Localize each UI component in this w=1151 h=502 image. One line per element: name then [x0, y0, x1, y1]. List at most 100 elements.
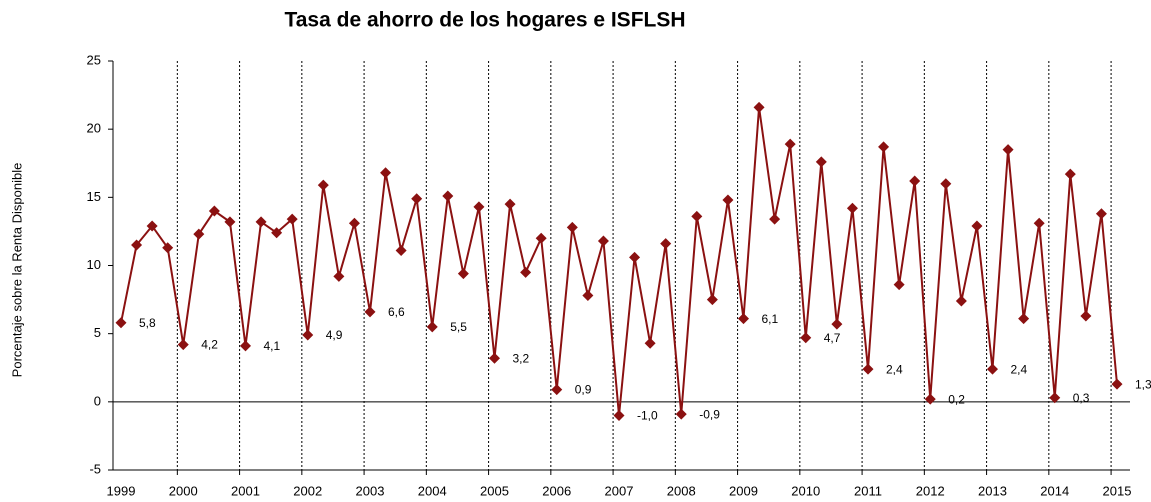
x-tick-label: 2000 [169, 483, 198, 498]
point-marker [1095, 208, 1107, 220]
x-tick-label: 2015 [1103, 483, 1132, 498]
point-marker [753, 101, 765, 113]
y-tick-label: -5 [89, 461, 101, 476]
value-label: 4,1 [264, 339, 281, 353]
point-marker [597, 235, 609, 247]
value-label: -1,0 [637, 409, 658, 423]
value-label: 5,5 [450, 320, 467, 334]
point-marker [846, 202, 858, 214]
point-marker [442, 190, 454, 202]
value-label: 2,4 [886, 362, 903, 376]
point-marker [644, 337, 656, 349]
y-tick-label: 15 [87, 189, 101, 204]
point-marker [255, 216, 267, 228]
x-tick-label: 2012 [916, 483, 945, 498]
y-tick-label: 20 [87, 121, 101, 136]
point-marker [224, 216, 236, 228]
point-marker [660, 238, 672, 250]
point-marker [831, 318, 843, 330]
y-tick-label: 25 [87, 52, 101, 67]
point-marker [1033, 217, 1045, 229]
point-marker [411, 193, 423, 205]
value-label: 0,3 [1073, 391, 1090, 405]
point-marker [924, 393, 936, 405]
point-marker [893, 279, 905, 291]
point-marker [566, 221, 578, 233]
y-tick-label: 0 [94, 393, 101, 408]
value-label: 3,2 [513, 351, 530, 365]
chart-title: Tasa de ahorro de los hogares e ISFLSH [284, 9, 685, 32]
value-label: 6,1 [762, 312, 779, 326]
point-marker [706, 294, 718, 306]
value-label: 5,8 [139, 316, 156, 330]
x-tick-label: 2002 [293, 483, 322, 498]
point-marker [395, 245, 407, 257]
point-marker [722, 194, 734, 206]
x-tick-label: 2014 [1040, 483, 1069, 498]
point-marker [987, 363, 998, 375]
y-tick-label: 10 [87, 257, 101, 272]
point-marker [489, 352, 500, 364]
x-tick-label: 2008 [667, 483, 696, 498]
point-marker [551, 384, 563, 396]
value-label: 4,9 [326, 328, 343, 342]
x-tick-label: 2003 [356, 483, 385, 498]
point-marker [1049, 392, 1061, 404]
point-marker [473, 201, 485, 213]
y-axis-label: Porcentaje sobre la Renta Disponible [9, 163, 24, 378]
point-marker [286, 213, 298, 225]
point-marker [691, 210, 703, 222]
point-marker [629, 251, 641, 263]
y-tick-label: 5 [94, 325, 101, 340]
point-marker [800, 332, 812, 344]
point-marker [426, 321, 438, 333]
point-marker [271, 227, 283, 239]
value-label: 2,4 [1011, 362, 1028, 376]
point-marker [520, 266, 532, 278]
x-tick-label: 2011 [854, 483, 882, 498]
point-marker [878, 141, 890, 153]
value-label: 0,9 [575, 383, 592, 397]
value-label: 4,7 [824, 331, 841, 345]
point-marker [364, 306, 376, 318]
series-line [120, 107, 1118, 416]
point-marker [535, 232, 547, 244]
point-marker [1080, 310, 1092, 322]
point-marker [909, 175, 921, 187]
point-marker [784, 138, 796, 150]
x-tick-label: 2009 [729, 483, 758, 498]
point-marker [769, 213, 781, 225]
point-marker [317, 179, 329, 191]
point-marker [940, 178, 952, 190]
x-tick-label: 2006 [542, 483, 571, 498]
value-label: 1,3 [1135, 377, 1151, 391]
point-marker [380, 167, 392, 179]
point-marker [333, 270, 345, 282]
point-marker [1002, 144, 1014, 156]
point-marker [348, 217, 360, 229]
value-label: -0,9 [699, 407, 720, 421]
x-tick-label: 2004 [418, 483, 447, 498]
point-marker [955, 295, 967, 307]
point-marker [457, 268, 469, 280]
x-tick-label: 1999 [107, 483, 136, 498]
point-marker [115, 317, 127, 329]
value-label: 4,2 [201, 338, 218, 352]
point-marker [146, 220, 158, 232]
point-marker [1111, 378, 1123, 390]
point-marker [240, 340, 251, 352]
x-tick-label: 2007 [605, 483, 634, 498]
point-marker [613, 409, 625, 421]
point-marker [302, 329, 314, 341]
x-tick-label: 2005 [480, 483, 509, 498]
point-marker [177, 339, 189, 351]
point-marker [862, 363, 874, 375]
point-marker [193, 228, 205, 240]
point-marker [1064, 168, 1076, 180]
point-marker [971, 220, 983, 232]
x-tick-label: 2001 [231, 483, 260, 498]
value-label: 0,2 [948, 392, 965, 406]
point-marker [131, 239, 143, 251]
x-tick-label: 2013 [978, 483, 1007, 498]
